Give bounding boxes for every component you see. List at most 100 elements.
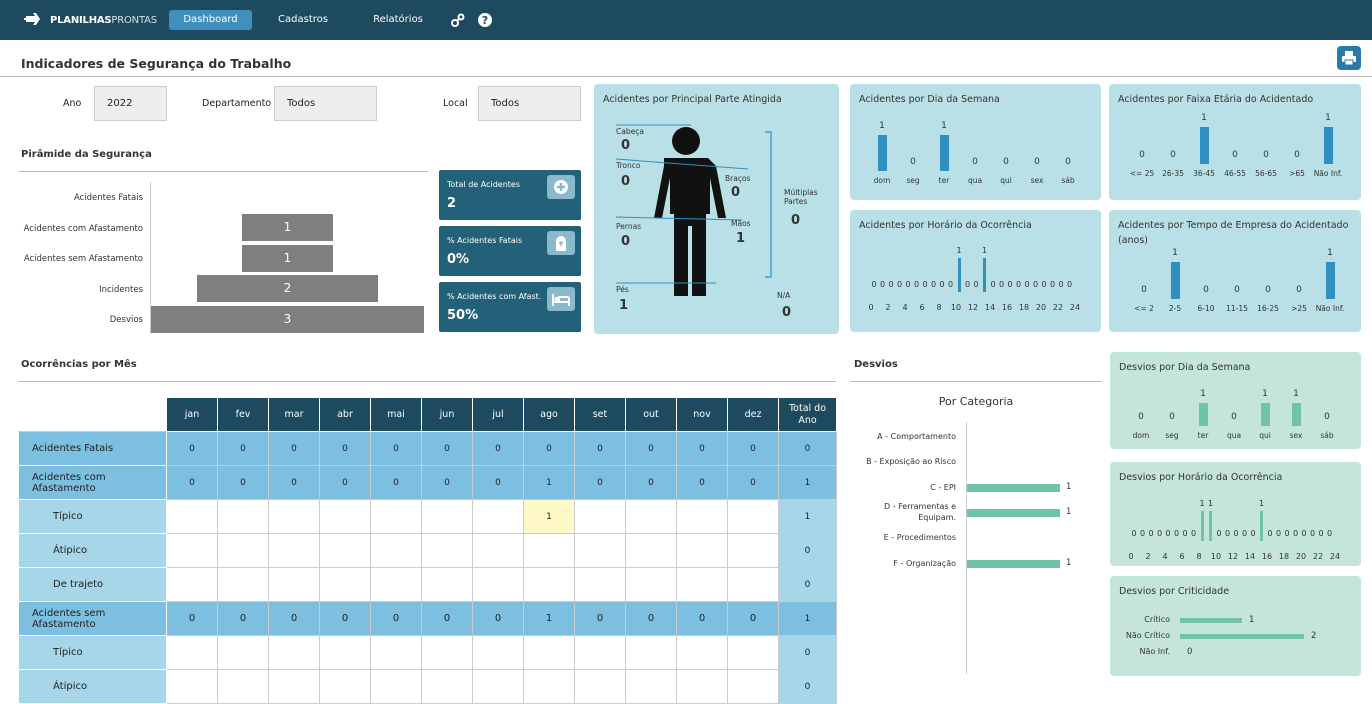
table-cell: 0 xyxy=(319,465,371,500)
table-cell: 0 xyxy=(574,431,626,466)
row-total: 0 xyxy=(778,669,837,704)
body-part-label: Mãos xyxy=(731,219,751,228)
body-part-value: 0 xyxy=(782,305,792,320)
category-label: C - EPI xyxy=(930,482,956,492)
bar-5 xyxy=(967,559,1060,568)
table-cell xyxy=(166,669,218,704)
title-bar xyxy=(0,40,1372,77)
category-label: Não Inf. xyxy=(1315,304,1345,313)
value-label: 0 xyxy=(1263,150,1269,160)
value-label: 0 xyxy=(1182,529,1188,538)
chart-card-desvios-horario: Desvios por Horário da Ocorrência 0 0 0 0 0 0 0… xyxy=(1110,462,1361,566)
value-label: 0 xyxy=(896,280,903,289)
table-cell xyxy=(574,669,626,704)
table-cell xyxy=(727,635,779,670)
tick-label: 8 xyxy=(936,303,942,312)
category-label: 6-10 xyxy=(1197,304,1215,313)
category-label: Não Inf. xyxy=(1313,169,1343,178)
body-part-label: Cabeça xyxy=(616,127,644,136)
table-cell: 0 xyxy=(472,601,524,636)
table-cell xyxy=(472,533,524,568)
logo-icon xyxy=(24,13,40,25)
pyramid-axis xyxy=(150,182,151,334)
value-label: 1 xyxy=(1293,389,1299,399)
settings-icon[interactable] xyxy=(450,12,466,28)
bar-6 xyxy=(1323,127,1333,164)
chart-title: Desvios por Horário da Ocorrência xyxy=(1119,472,1283,483)
bar-hour-15 xyxy=(1260,511,1263,541)
tick-label: 2 xyxy=(885,303,891,312)
category-label: sáb xyxy=(1320,431,1334,440)
pyramid-title: Pirâmide da Segurança xyxy=(21,149,152,160)
category-label: B - Exposição ao Risco xyxy=(866,457,956,467)
table-cell: 0 xyxy=(217,465,269,500)
nav-cadastros[interactable]: Cadastros xyxy=(278,14,328,25)
table-cell: 0 xyxy=(166,601,218,636)
local-select[interactable]: Todos xyxy=(478,86,581,121)
chart-card-acidentes-faixa: Acidentes por Faixa Etária do Acidentado… xyxy=(1109,84,1361,200)
table-cell xyxy=(421,635,473,670)
row-label: Átipico xyxy=(18,533,167,568)
chart-title: Acidentes por Dia da Semana xyxy=(859,94,1000,105)
category-label: 11-15 xyxy=(1226,304,1248,313)
row-total: 1 xyxy=(778,465,837,500)
bar-1 xyxy=(1180,634,1304,639)
body-part-value: 1 xyxy=(736,231,746,246)
value-label: 0 xyxy=(1165,529,1171,538)
month-header-ago: ago xyxy=(523,397,575,432)
nav-dashboard[interactable]: Dashboard xyxy=(169,10,252,30)
app-logo[interactable]: PLANILHAS PRONTAS xyxy=(24,10,157,30)
table-cell xyxy=(574,499,626,534)
table-cell xyxy=(319,499,371,534)
table-cell: 0 xyxy=(217,431,269,466)
table-cell: 0 xyxy=(676,601,728,636)
kpi-title: % Acidentes com Afast. xyxy=(447,292,542,301)
body-part-label: Pernas xyxy=(616,222,642,231)
chart-title: Desvios por Dia da Semana xyxy=(1119,362,1251,373)
month-header-set: set xyxy=(574,397,626,432)
table-cell: 0 xyxy=(625,465,677,500)
value-label: 1 xyxy=(1201,113,1207,123)
table-cell xyxy=(370,499,422,534)
kpi-acidentes-fatais: % Acidentes Fatais 0% xyxy=(439,226,581,276)
value-label: 1 xyxy=(1325,113,1331,123)
category-label: Crítico xyxy=(1144,615,1170,624)
chart-card-acidentes-horario: Acidentes por Horário da Ocorrência 0 0 0 0 0… xyxy=(850,210,1101,332)
table-cell: 0 xyxy=(421,431,473,466)
value-label: 0 xyxy=(1041,280,1047,289)
table-cell xyxy=(217,533,269,568)
help-icon[interactable]: ? xyxy=(477,12,493,28)
print-button[interactable] xyxy=(1337,46,1361,70)
category-label: <= 25 xyxy=(1129,169,1155,178)
table-cell: 0 xyxy=(370,431,422,466)
category-label: dom xyxy=(873,176,891,185)
occ-divider xyxy=(18,381,836,382)
table-cell xyxy=(523,533,575,568)
table-row: Acidentes com Afastamento 0 0 0 0 0 0 0 1 0 0 0 0 1 xyxy=(18,465,837,500)
tick-label: 24 xyxy=(1069,303,1081,312)
table-cell xyxy=(268,635,320,670)
value-label: 1 xyxy=(1172,248,1178,258)
nav-relatorios[interactable]: Relatórios xyxy=(373,14,423,25)
value-label: 0 xyxy=(879,280,886,289)
logo-text-light: PRONTAS xyxy=(111,14,157,26)
hospital-bed-icon xyxy=(547,287,575,311)
row-label: Acidentes sem Afastamento xyxy=(18,601,167,636)
local-label: Local xyxy=(443,98,468,109)
table-cell xyxy=(268,533,320,568)
logo-text-bold: PLANILHAS xyxy=(50,14,112,26)
row-label: Acidentes Fatais xyxy=(18,431,167,466)
pyramid-bar-desvios: 3 xyxy=(151,306,424,333)
category-label: 46-55 xyxy=(1224,169,1246,178)
value-label: 0 xyxy=(1173,529,1180,538)
value-label: 0 xyxy=(1034,157,1040,167)
category-label: qui xyxy=(1000,176,1012,185)
value-label: 0 xyxy=(1301,529,1307,538)
value-label: 0 xyxy=(1015,280,1022,289)
departamento-select[interactable]: Todos xyxy=(274,86,377,121)
table-row: Acidentes sem Afastamento 0 0 0 0 0 0 0 1 0 0 0 0 1 xyxy=(18,601,837,636)
chart-title: Por Categoria xyxy=(938,395,1014,408)
value-label: 0 xyxy=(1156,529,1163,538)
row-label: Átipico xyxy=(18,669,167,704)
ano-select[interactable]: 2022 xyxy=(94,86,167,121)
